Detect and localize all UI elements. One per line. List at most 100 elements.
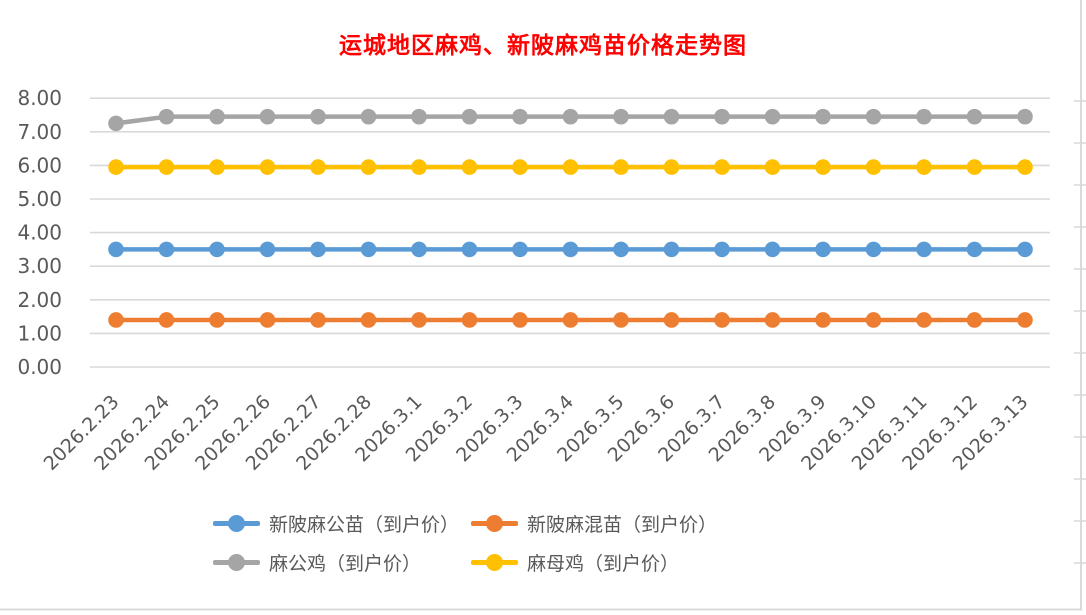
y-axis-label: 8.00: [17, 86, 62, 110]
legend-item-3: 麻母鸡（到户价）: [471, 547, 717, 577]
series-0-marker: [461, 241, 478, 258]
series-0-marker: [158, 241, 175, 258]
series-2-marker: [259, 108, 276, 125]
series-0-marker: [209, 241, 225, 258]
series-1-marker: [966, 312, 983, 328]
series-3-marker: [461, 159, 478, 175]
y-axis-label: 6.00: [17, 153, 62, 177]
series-2-marker: [613, 108, 629, 125]
y-axis-label: 0.00: [17, 355, 62, 379]
series-2-marker: [815, 108, 831, 125]
series-2-marker: [865, 108, 882, 125]
series-3-marker: [209, 159, 225, 175]
series-2-marker: [663, 108, 680, 125]
series-3-marker: [310, 159, 326, 175]
series-3-marker: [764, 159, 781, 175]
series-2-marker: [916, 108, 932, 125]
series-1-marker: [1017, 312, 1033, 328]
chart-title: 运城地区麻鸡、新陂麻鸡苗价格走势图: [339, 32, 747, 59]
series-2-marker: [461, 108, 478, 125]
series-3-marker: [108, 159, 124, 175]
series-0-marker: [865, 241, 882, 258]
legend-line-marker-icon: [471, 514, 518, 532]
series-0-marker: [512, 241, 528, 258]
series-2-marker: [1017, 108, 1033, 125]
series-0-marker: [1017, 241, 1033, 258]
series-2-marker: [411, 108, 427, 125]
series-0-marker: [916, 241, 932, 258]
series-1-marker: [259, 312, 276, 328]
series-3-marker: [1017, 159, 1033, 175]
series-0-marker: [663, 241, 680, 258]
series-0-marker: [310, 241, 326, 258]
series-0-marker: [815, 241, 831, 258]
legend-label: 麻公鸡（到户价）: [269, 552, 422, 575]
series-3-marker: [966, 159, 983, 175]
series-2-marker: [714, 108, 730, 125]
series-3-marker: [916, 159, 932, 175]
legend-label: 麻母鸡（到户价）: [527, 552, 680, 575]
y-axis-label: 1.00: [17, 321, 62, 345]
series-0-marker: [108, 241, 124, 258]
series-0-marker: [714, 241, 730, 258]
series-1-marker: [411, 312, 427, 328]
series-1-marker: [108, 312, 124, 328]
series-0-marker: [966, 241, 983, 258]
series-0-marker: [562, 241, 579, 258]
series-2-marker: [108, 115, 124, 132]
legend: 新陂麻公苗（到户价） 新陂麻混苗（到户价） 麻公鸡（到户价） 麻母鸡（到户价）: [213, 508, 717, 577]
legend-item-2: 麻公鸡（到户价）: [213, 547, 471, 577]
series-0-marker: [411, 241, 427, 258]
series-1-marker: [562, 312, 579, 328]
series-3-marker: [815, 159, 831, 175]
series-1-marker: [916, 312, 932, 328]
legend-item-1: 新陂麻混苗（到户价）: [471, 508, 717, 538]
series-1-marker: [158, 312, 175, 328]
series-3-marker: [714, 159, 730, 175]
y-axis-label: 2.00: [17, 288, 62, 312]
y-axis-label: 4.00: [17, 221, 62, 245]
series-1-marker: [764, 312, 781, 328]
series-2-marker: [310, 108, 326, 125]
series-3-marker: [865, 159, 882, 175]
series-1-marker: [209, 312, 225, 328]
series-3-marker: [360, 159, 377, 175]
legend-line-marker-icon: [213, 514, 260, 532]
y-axis-label: 5.00: [17, 187, 62, 211]
series-0-marker: [360, 241, 377, 258]
series-1-marker: [865, 312, 882, 328]
y-axis-label: 7.00: [17, 120, 62, 144]
series-2-marker: [360, 108, 377, 125]
series-1-marker: [461, 312, 478, 328]
series-2-marker: [562, 108, 579, 125]
series-2-marker: [966, 108, 983, 125]
series-2-marker: [512, 108, 528, 125]
series-2-marker: [764, 108, 781, 125]
series-3-marker: [259, 159, 276, 175]
legend-line-marker-icon: [213, 553, 260, 571]
series-1-marker: [512, 312, 528, 328]
legend-label: 新陂麻混苗（到户价）: [527, 513, 718, 536]
series-3-marker: [613, 159, 629, 175]
series-1-marker: [663, 312, 680, 328]
legend-item-0: 新陂麻公苗（到户价）: [213, 508, 471, 538]
legend-line-marker-icon: [471, 553, 518, 571]
series-1-marker: [613, 312, 629, 328]
series-1-marker: [714, 312, 730, 328]
series-0-marker: [613, 241, 629, 258]
y-axis-label: 3.00: [17, 254, 62, 278]
series-3-marker: [562, 159, 579, 175]
legend-label: 新陂麻公苗（到户价）: [269, 513, 460, 536]
series-1-marker: [360, 312, 377, 328]
series-2-marker: [209, 108, 225, 125]
series-1-marker: [310, 312, 326, 328]
series-3-marker: [411, 159, 427, 175]
series-0-marker: [764, 241, 781, 258]
series-2-marker: [158, 108, 175, 125]
series-3-marker: [663, 159, 680, 175]
series-1-marker: [815, 312, 831, 328]
series-3-marker: [512, 159, 528, 175]
series-0-marker: [259, 241, 276, 258]
